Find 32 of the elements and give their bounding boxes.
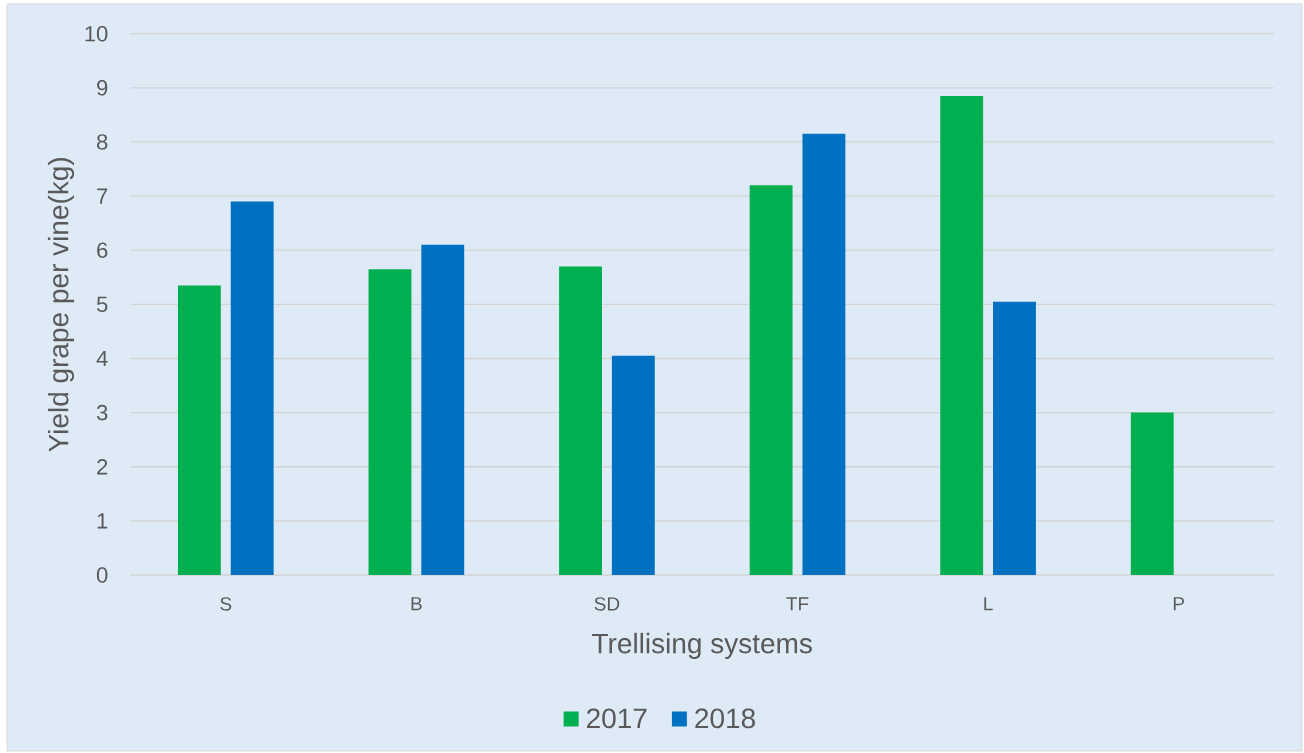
x-tick-label: S (220, 597, 232, 611)
x-tick-label: SD (594, 597, 620, 611)
y-tick-label: 9 (97, 80, 108, 96)
bar (802, 133, 846, 575)
y-axis-title: Yield grape per vine(kg) (47, 158, 75, 452)
x-tick-label: L (984, 597, 993, 611)
x-tick-label: B (411, 597, 422, 611)
y-tick-label: 5 (96, 296, 108, 313)
bar (177, 285, 221, 575)
x-tick-label: TF (786, 597, 809, 611)
y-tick-label: 0 (96, 567, 108, 583)
y-tick-label: 7 (97, 188, 108, 204)
y-tick-label: 6 (97, 242, 108, 259)
y-tick-label: 3 (96, 404, 108, 421)
legend-label: 2017 (587, 708, 647, 729)
x-axis-title: Trellising systems (592, 632, 812, 659)
bar (940, 95, 984, 575)
y-tick-label: 4 (96, 350, 108, 367)
bar (230, 201, 274, 575)
bar (368, 269, 412, 575)
y-tick-label: 8 (97, 134, 108, 150)
x-tick-label: P (1173, 597, 1184, 611)
y-tick-label: 10 (85, 25, 108, 42)
bar (993, 301, 1036, 575)
y-tick-label: 2 (97, 459, 108, 475)
bar (611, 355, 655, 575)
bar (749, 185, 793, 575)
legend-label: 2018 (695, 708, 755, 729)
bar (1130, 412, 1174, 575)
bar (421, 244, 465, 575)
bar (559, 266, 602, 575)
y-tick-label: 1 (97, 513, 108, 529)
